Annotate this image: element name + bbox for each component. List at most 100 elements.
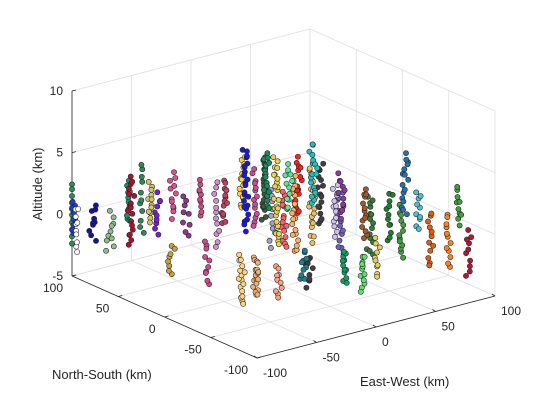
scatter-point bbox=[401, 171, 408, 178]
scatter-point bbox=[405, 176, 412, 183]
x-tick-mark bbox=[491, 293, 496, 297]
scatter-point bbox=[107, 208, 113, 214]
scatter-point bbox=[202, 270, 209, 276]
scatter-point bbox=[252, 201, 258, 208]
x-tick-mark bbox=[372, 324, 377, 328]
scatter-point bbox=[341, 187, 348, 194]
scatter-point bbox=[443, 221, 450, 228]
scatter-point bbox=[155, 231, 162, 238]
scatter-point bbox=[222, 192, 229, 199]
scatter-point bbox=[167, 177, 173, 184]
scatter-point bbox=[295, 153, 301, 160]
scatter-point bbox=[309, 151, 316, 158]
scatter-point bbox=[128, 237, 135, 243]
scatter-point bbox=[283, 222, 290, 229]
scatter-point bbox=[374, 262, 381, 269]
scatter-point bbox=[444, 214, 451, 220]
scatter-point bbox=[186, 221, 193, 228]
scatter-point bbox=[241, 189, 248, 196]
scatter-point bbox=[313, 171, 320, 177]
scatter-point bbox=[312, 189, 319, 196]
scatter-point bbox=[182, 229, 189, 235]
scatter-point bbox=[126, 185, 132, 192]
scatter-point bbox=[284, 204, 291, 211]
scatter-point bbox=[214, 220, 220, 227]
scatter-point bbox=[266, 237, 273, 244]
scatter-point bbox=[404, 161, 411, 168]
scatter-point bbox=[275, 197, 282, 203]
scatter-point bbox=[167, 251, 174, 257]
scatter-point bbox=[370, 220, 376, 226]
scatter-point bbox=[340, 227, 346, 234]
scatter-point bbox=[137, 224, 143, 230]
scatter-point bbox=[196, 187, 203, 194]
scatter-point bbox=[274, 158, 281, 165]
scatter-point bbox=[331, 223, 338, 230]
scatter-point bbox=[403, 150, 409, 156]
scatter-point bbox=[275, 205, 281, 212]
scatter-point bbox=[456, 222, 463, 229]
scatter-point bbox=[148, 196, 155, 203]
scatter-point bbox=[266, 160, 272, 166]
scatter-point bbox=[271, 196, 277, 202]
scatter-point bbox=[284, 196, 290, 202]
scatter-point bbox=[74, 239, 80, 246]
y-tick-label: 100 bbox=[43, 281, 63, 295]
scatter-point bbox=[203, 245, 210, 252]
scatter-point bbox=[318, 216, 325, 222]
scatter-point bbox=[320, 160, 327, 167]
scatter-point bbox=[277, 279, 284, 286]
scatter-point bbox=[331, 198, 338, 204]
scatter-point bbox=[357, 288, 364, 295]
scatter-point bbox=[337, 178, 344, 185]
scatter-point bbox=[339, 207, 346, 214]
scatter-point bbox=[266, 205, 272, 211]
scatter-point bbox=[254, 193, 260, 200]
scatter-point bbox=[258, 216, 265, 223]
x-tick-mark bbox=[432, 309, 436, 312]
scatter-point bbox=[430, 242, 436, 249]
scatter-point bbox=[169, 216, 175, 222]
scatter-point bbox=[245, 193, 252, 200]
scatter-point bbox=[369, 225, 375, 231]
scatter-point bbox=[426, 239, 432, 246]
scatter-point bbox=[145, 179, 152, 185]
scatter-point bbox=[468, 234, 475, 240]
scatter-point bbox=[386, 222, 393, 228]
scatter-point bbox=[303, 284, 310, 291]
scatter-point bbox=[129, 210, 136, 217]
scatter-point bbox=[282, 172, 289, 179]
scatter-point bbox=[124, 212, 130, 219]
scatter-point bbox=[317, 210, 324, 217]
scatter-point bbox=[372, 240, 379, 247]
scatter-point bbox=[264, 183, 270, 189]
scatter-point bbox=[251, 166, 258, 172]
scatter-point bbox=[314, 165, 321, 172]
scatter-point bbox=[272, 183, 279, 190]
scatter-point bbox=[283, 180, 290, 187]
scatter-point bbox=[241, 203, 248, 210]
scatter-point bbox=[340, 195, 347, 202]
scatter-point bbox=[262, 214, 269, 220]
scatter-point bbox=[274, 175, 281, 182]
scatter-point bbox=[295, 208, 302, 215]
scatter-point bbox=[413, 189, 420, 196]
scatter-point bbox=[332, 233, 338, 240]
scatter-point bbox=[403, 156, 410, 163]
scatter-point bbox=[362, 228, 369, 235]
scatter-point bbox=[268, 212, 274, 219]
scatter-point bbox=[239, 263, 246, 269]
scatter-point bbox=[320, 182, 326, 189]
scatter-point bbox=[148, 186, 155, 193]
scatter-point bbox=[69, 193, 75, 199]
scatter-point bbox=[463, 273, 469, 279]
scatter-point bbox=[275, 241, 282, 248]
scatter-point bbox=[340, 248, 347, 255]
y-tick-mark bbox=[164, 315, 169, 318]
scatter-point bbox=[276, 231, 282, 237]
scatter-point bbox=[360, 277, 367, 284]
y-tick-mark bbox=[210, 336, 215, 338]
scatter-point bbox=[197, 176, 203, 183]
scatter-point bbox=[255, 276, 261, 283]
